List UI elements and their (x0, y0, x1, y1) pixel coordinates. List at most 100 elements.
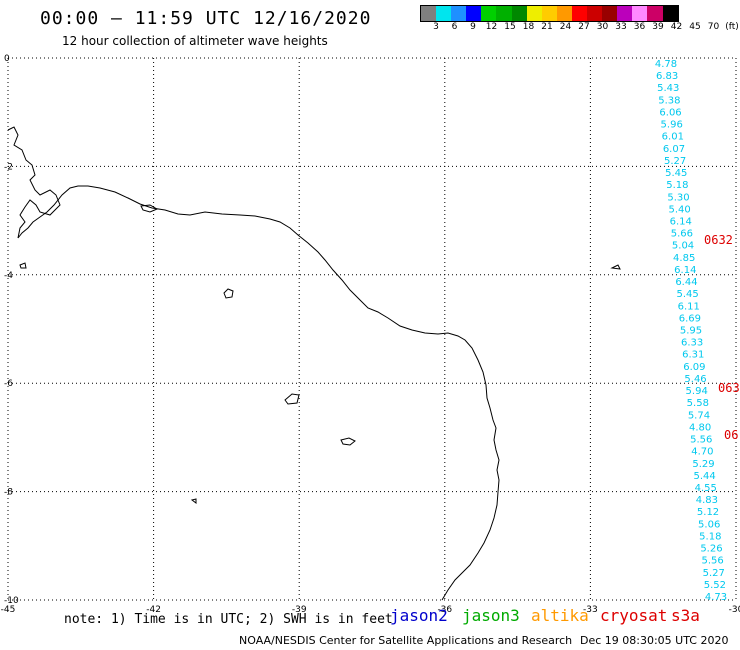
swh-value: 5.06 (698, 519, 720, 530)
swh-value: 6.14 (674, 265, 696, 276)
color-legend-swatch (421, 6, 437, 21)
color-legend-swatch (587, 6, 603, 21)
swh-value: 5.56 (701, 556, 723, 567)
island (140, 204, 159, 213)
color-legend-swatch (526, 6, 542, 21)
lat-tick-label: -2 (4, 162, 13, 172)
island (190, 498, 197, 504)
pass-time-labels: 0632 063 06 (704, 233, 740, 442)
color-legend-label: 12 (485, 22, 498, 32)
swh-value: 6.06 (659, 107, 681, 118)
swh-value: 6.11 (678, 301, 700, 312)
swh-value: 5.18 (699, 531, 721, 542)
island (19, 262, 27, 269)
color-legend-label: 21 (541, 22, 553, 32)
coastline-detail (7, 126, 61, 239)
axis-ticks: -45 -42 -39 -36 -33 -30 0 -2 -4 -6 -8 -10 (1, 54, 740, 615)
swh-value: 6.07 (663, 144, 685, 155)
swh-value: 5.29 (692, 459, 714, 470)
swh-value: 5.52 (704, 580, 726, 591)
lon-tick-label: -36 (437, 605, 452, 615)
satellite-legend-item: jason3 (462, 606, 520, 625)
color-legend-label: 27 (578, 22, 590, 32)
color-legend-label: 6 (451, 22, 458, 32)
color-legend-swatch (662, 6, 678, 21)
swh-value: 4.83 (696, 495, 718, 506)
swh-value: 5.30 (667, 192, 689, 203)
swh-value: 5.94 (686, 386, 708, 397)
color-legend-label: 9 (470, 22, 476, 32)
satellite-legend-item: cryosat (600, 606, 668, 625)
lat-tick-label: 0 (4, 54, 10, 64)
swh-value: 6.01 (662, 132, 684, 143)
lat-tick-label: -10 (4, 596, 19, 606)
map-grid (7, 57, 737, 601)
color-legend-label: 36 (633, 22, 646, 32)
color-legend-label: 39 (652, 22, 664, 32)
swh-value: 5.66 (671, 229, 693, 240)
satellite-legend-item: s3a (671, 606, 700, 625)
swh-value: 5.27 (664, 156, 686, 167)
lon-tick-label: -39 (292, 605, 307, 615)
swh-value: 5.45 (676, 289, 698, 300)
credit-timestamp: Dec 19 08:30:05 UTC 2020 (580, 634, 729, 647)
color-legend-swatch (556, 6, 572, 21)
color-legend-label: 42 (670, 22, 683, 32)
color-legend-labels: 3 6 9 12 15 18 21 24 27 30 33 36 39 42 45 70 (ft) (420, 22, 740, 36)
island (340, 437, 356, 446)
color-legend-swatch (436, 6, 452, 21)
color-legend-label: 15 (504, 22, 516, 32)
lat-tick-label: -8 (4, 488, 13, 498)
color-legend-swatch (571, 6, 588, 21)
coastline (17, 185, 500, 601)
swh-track: 4.786.835.435.386.065.966.016.075.275.45… (655, 59, 727, 603)
swh-value: 5.26 (700, 544, 722, 555)
pass-time-label: 0632 (704, 233, 733, 247)
swh-value: 6.31 (682, 350, 704, 361)
swh-value: 5.44 (694, 471, 716, 482)
satellite-legend-item: altika (531, 606, 589, 625)
lat-tick-label: -6 (4, 379, 13, 389)
color-legend-swatch (496, 6, 512, 21)
swh-value: 4.73 (705, 592, 727, 603)
swh-value: 5.56 (690, 435, 712, 446)
color-legend-swatch (481, 6, 497, 21)
swh-value: 5.18 (666, 180, 688, 191)
swh-value: 5.27 (703, 568, 725, 579)
map-subtitle: 12 hour collection of altimeter wave hei… (62, 34, 328, 48)
island (284, 393, 300, 405)
color-legend (420, 5, 679, 22)
color-legend-label: 70 (707, 22, 720, 32)
swh-value: 5.43 (657, 83, 679, 94)
color-legend-swatch (511, 6, 527, 21)
credit-text: NOAA/NESDIS Center for Satellite Applica… (239, 634, 573, 647)
swh-value: 5.58 (687, 398, 709, 409)
color-legend-label: 24 (559, 22, 572, 32)
color-legend-swatch (466, 6, 482, 21)
lon-tick-label: -42 (146, 605, 161, 615)
color-legend-label: 3 (433, 22, 439, 32)
swh-value: 5.12 (697, 507, 719, 518)
color-legend-swatch (541, 6, 557, 21)
swh-value: 5.46 (684, 374, 706, 385)
swh-value: 5.45 (665, 168, 687, 179)
swh-value: 5.96 (661, 120, 683, 131)
color-legend-swatch (617, 6, 633, 21)
footer-note: note: 1) Time is in UTC; 2) SWH is in fe… (64, 612, 393, 627)
color-legend-label: (ft) (725, 22, 739, 32)
island (223, 288, 234, 299)
swh-value: 6.33 (681, 338, 703, 349)
swh-value: 5.38 (658, 95, 680, 106)
color-legend-label: 30 (596, 22, 609, 32)
lat-tick-label: -4 (4, 271, 13, 281)
satellite-legend-item: jason2 (390, 606, 448, 625)
color-legend-label: 18 (522, 22, 535, 32)
color-legend-swatch (602, 6, 618, 21)
swh-value: 4.85 (673, 253, 695, 264)
lon-tick-label: -45 (1, 605, 16, 615)
color-legend-label: 33 (615, 22, 627, 32)
pass-time-label: 063 (718, 381, 740, 395)
swh-value: 5.40 (669, 204, 691, 215)
lon-tick-label: -30 (729, 605, 740, 615)
